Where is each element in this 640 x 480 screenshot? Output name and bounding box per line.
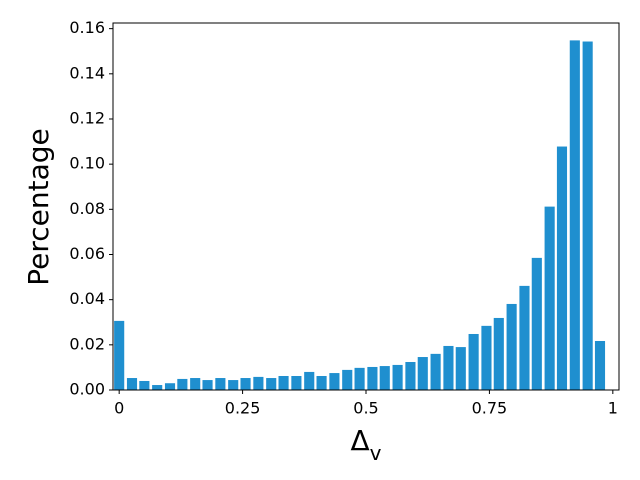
y-tick-label: 0.02 [69,334,105,353]
bar [316,375,327,390]
bar [139,380,150,390]
y-axis-title: Percentage [22,128,55,286]
y-tick-label: 0.06 [69,244,105,263]
y-tick-label: 0.16 [69,18,105,37]
bar [253,376,264,390]
bar [304,371,315,390]
bar [240,378,251,390]
bar [190,378,201,390]
bar [164,383,176,390]
bar [417,357,428,390]
bar [405,361,416,390]
bar [329,373,340,390]
bar [544,206,555,390]
bar [556,146,568,390]
bar [392,364,403,390]
bar [379,366,390,390]
bar [443,345,454,390]
bar [455,347,466,390]
bar [202,380,213,390]
y-tick-label: 0.12 [69,108,105,127]
x-tick-label: 0.5 [353,399,378,418]
bar [126,378,138,390]
x-axis-title-sub: v [370,441,382,465]
x-axis-title-base: Δ [351,424,370,457]
bar [278,375,289,390]
bar [354,367,365,390]
x-tick-label: 0 [114,399,124,418]
bar [519,285,530,390]
y-tick-label: 0.08 [69,199,105,218]
bar [266,378,277,390]
y-tick-label: 0.04 [69,289,105,308]
bar [468,333,479,390]
bar [291,375,302,390]
bar [114,320,125,390]
bar [342,369,353,390]
bar [228,380,239,390]
x-axis-title: Δv [351,424,382,465]
x-tick-label: 0.25 [225,399,261,418]
y-tick-label: 0.14 [69,63,105,82]
bar [594,340,606,390]
y-tick-label: 0.10 [69,154,105,173]
plot-frame [112,22,620,391]
bar [531,257,542,390]
bar [367,366,378,390]
bar [582,41,593,391]
bar [152,385,163,390]
bar [430,353,441,390]
bar [215,378,226,390]
bar [177,378,188,390]
bar [569,40,580,391]
bar [506,303,517,390]
x-tick-label: 0.75 [472,399,508,418]
bar [481,325,492,390]
x-tick-label: 1 [608,399,618,418]
y-tick-label: 0.00 [69,380,105,399]
bar [493,317,504,390]
